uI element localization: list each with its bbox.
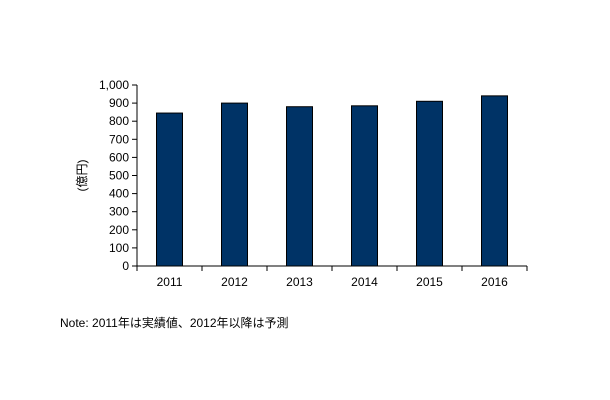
- x-axis-ticks: 2011 2012 2013 2014 2015 2016: [136, 266, 528, 289]
- y-tick-label: 400: [109, 187, 129, 201]
- y-axis-ticks: 0 100 200 300 400 500 600 700 800 900 1,000: [99, 78, 137, 273]
- bar-2015: [416, 100, 443, 267]
- y-tick-label: 1,000: [99, 78, 129, 92]
- y-tick-label: 900: [109, 96, 129, 110]
- y-tick-label: 0: [122, 259, 129, 273]
- x-tick-label-2011: 2011: [157, 275, 183, 289]
- x-tick-label-2015: 2015: [416, 275, 443, 289]
- footnote: Note: 2011年は実績値、2012年以降は予測: [60, 316, 289, 330]
- bar-2011: [156, 112, 183, 267]
- y-tick-label: 100: [109, 241, 129, 255]
- y-tick-label: 500: [109, 169, 129, 183]
- x-tick-label-2014: 2014: [351, 275, 378, 289]
- y-tick-label: 800: [109, 114, 129, 128]
- bar-2013: [286, 106, 313, 267]
- y-tick-label: 200: [109, 223, 129, 237]
- bars: [156, 95, 508, 267]
- bar-2016: [481, 95, 508, 267]
- y-axis-label: (億円): [75, 160, 89, 192]
- x-tick-label-2012: 2012: [221, 275, 248, 289]
- y-tick-label: 600: [109, 150, 129, 164]
- x-tick-label-2013: 2013: [286, 275, 313, 289]
- y-tick-label: 300: [109, 205, 129, 219]
- bar-2012: [221, 102, 248, 267]
- y-tick-label: 700: [109, 132, 129, 146]
- x-tick-label-2016: 2016: [481, 275, 508, 289]
- bar-2014: [351, 105, 378, 267]
